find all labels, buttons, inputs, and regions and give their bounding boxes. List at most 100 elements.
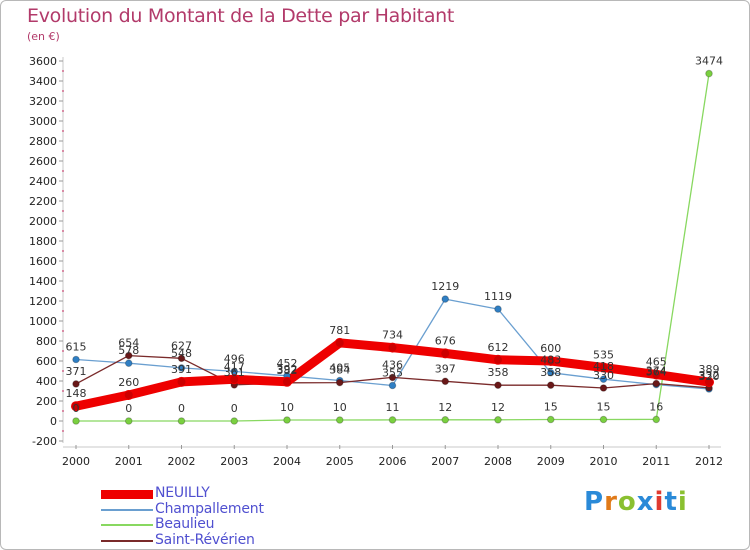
point-neuilly — [123, 390, 134, 400]
data-label: 358 — [488, 366, 509, 379]
data-label: 15 — [544, 401, 558, 414]
point-champallement — [599, 375, 608, 384]
point-champallement — [494, 305, 502, 313]
y-tick-label: 3000 — [29, 115, 57, 128]
proxiti-logo: Proxiti — [584, 487, 688, 517]
x-tick-label: 2002 — [168, 455, 196, 468]
data-label: 578 — [118, 344, 139, 357]
data-label: 1119 — [484, 290, 512, 303]
data-label: 654 — [118, 337, 139, 350]
x-tick-label: 2003 — [220, 455, 248, 468]
point-neuilly — [71, 401, 81, 412]
y-tick-label: 2800 — [29, 135, 57, 148]
point-neuilly — [651, 369, 662, 380]
data-label: 418 — [593, 360, 614, 373]
data-label: 15 — [597, 401, 611, 414]
point-saint-r-v-rien — [72, 380, 80, 388]
data-label: 371 — [66, 365, 87, 378]
legend-label: Champallement — [155, 500, 264, 517]
point-beaulieu — [388, 416, 397, 424]
data-label: 148 — [66, 387, 87, 400]
point-neuilly — [545, 356, 556, 366]
data-label: 10 — [333, 401, 347, 414]
legend-swatch — [101, 524, 153, 526]
data-label: 483 — [540, 354, 561, 367]
y-tick-label: 2400 — [29, 175, 57, 188]
legend-label: NEUILLY — [155, 485, 210, 501]
point-neuilly — [334, 337, 345, 348]
point-beaulieu — [441, 416, 450, 424]
point-champallement — [546, 368, 555, 377]
point-beaulieu — [652, 415, 661, 424]
y-tick-label: -200 — [32, 435, 57, 448]
point-beaulieu — [124, 417, 133, 425]
x-tick-label: 2006 — [379, 455, 407, 468]
data-label: 0 — [73, 402, 80, 415]
point-beaulieu — [335, 416, 344, 424]
point-beaulieu — [72, 417, 80, 425]
data-label: 391 — [171, 363, 192, 376]
data-label: 358 — [540, 366, 561, 379]
y-tick-label: 400 — [36, 375, 57, 388]
legend-label: Beaulieu — [155, 516, 215, 532]
logo-letter: P — [584, 487, 605, 517]
data-label: 11 — [386, 401, 400, 414]
logo-letter: r — [604, 487, 618, 517]
point-beaulieu — [546, 415, 555, 424]
y-tick-label: 1200 — [29, 295, 57, 308]
point-champallement — [177, 364, 186, 372]
point-saint-r-v-rien — [124, 351, 133, 360]
data-label: 535 — [593, 349, 614, 362]
point-beaulieu — [705, 69, 713, 78]
y-tick-label: 200 — [36, 395, 57, 408]
point-beaulieu — [283, 416, 291, 424]
data-label: 3474 — [695, 55, 723, 68]
point-champallement — [441, 295, 450, 303]
x-tick-label: 2011 — [642, 455, 670, 468]
y-tick-label: 1400 — [29, 275, 57, 288]
x-tick-label: 2005 — [326, 455, 354, 468]
data-label: 330 — [593, 369, 614, 382]
data-label: 612 — [488, 341, 509, 354]
logo-letter: t — [664, 487, 678, 517]
point-neuilly — [229, 374, 240, 385]
data-label: 452 — [277, 357, 298, 370]
legend-label: Saint-Révérien — [155, 531, 255, 548]
x-tick-label: 2010 — [590, 455, 618, 468]
point-saint-r-v-rien — [335, 378, 344, 387]
data-label: 382 — [277, 364, 298, 377]
data-label: 320 — [699, 370, 720, 383]
data-label: 405 — [329, 362, 350, 375]
data-label: 1219 — [431, 280, 459, 293]
point-neuilly — [387, 342, 398, 353]
y-tick-label: 2000 — [29, 215, 57, 228]
logo-letter: x — [636, 487, 655, 517]
point-champallement — [124, 359, 133, 368]
data-label: 10 — [280, 401, 294, 414]
data-label: 355 — [382, 367, 403, 380]
data-label: 676 — [435, 334, 456, 347]
x-tick-label: 2008 — [484, 455, 512, 468]
y-tick-label: 3600 — [29, 55, 57, 68]
legend-swatch — [101, 508, 153, 511]
y-tick-label: 0 — [50, 415, 57, 428]
data-label: 465 — [646, 356, 667, 369]
y-tick-label: 1000 — [29, 315, 57, 328]
point-champallement — [72, 355, 80, 364]
data-label: 374 — [646, 365, 667, 378]
logo-letter: i — [654, 487, 665, 517]
point-saint-r-v-rien — [652, 379, 661, 388]
point-beaulieu — [177, 417, 186, 425]
data-label: 389 — [699, 363, 720, 376]
data-label: 781 — [329, 324, 350, 337]
point-neuilly — [598, 362, 609, 373]
point-neuilly — [493, 354, 503, 365]
data-label: 417 — [224, 360, 245, 373]
data-label: 12 — [438, 401, 452, 414]
data-label: 332 — [699, 369, 720, 382]
data-label: 0 — [231, 402, 238, 415]
chart-title: Evolution du Montant de la Dette par Hab… — [27, 5, 455, 27]
point-saint-r-v-rien — [494, 381, 502, 390]
series-points — [71, 69, 714, 425]
